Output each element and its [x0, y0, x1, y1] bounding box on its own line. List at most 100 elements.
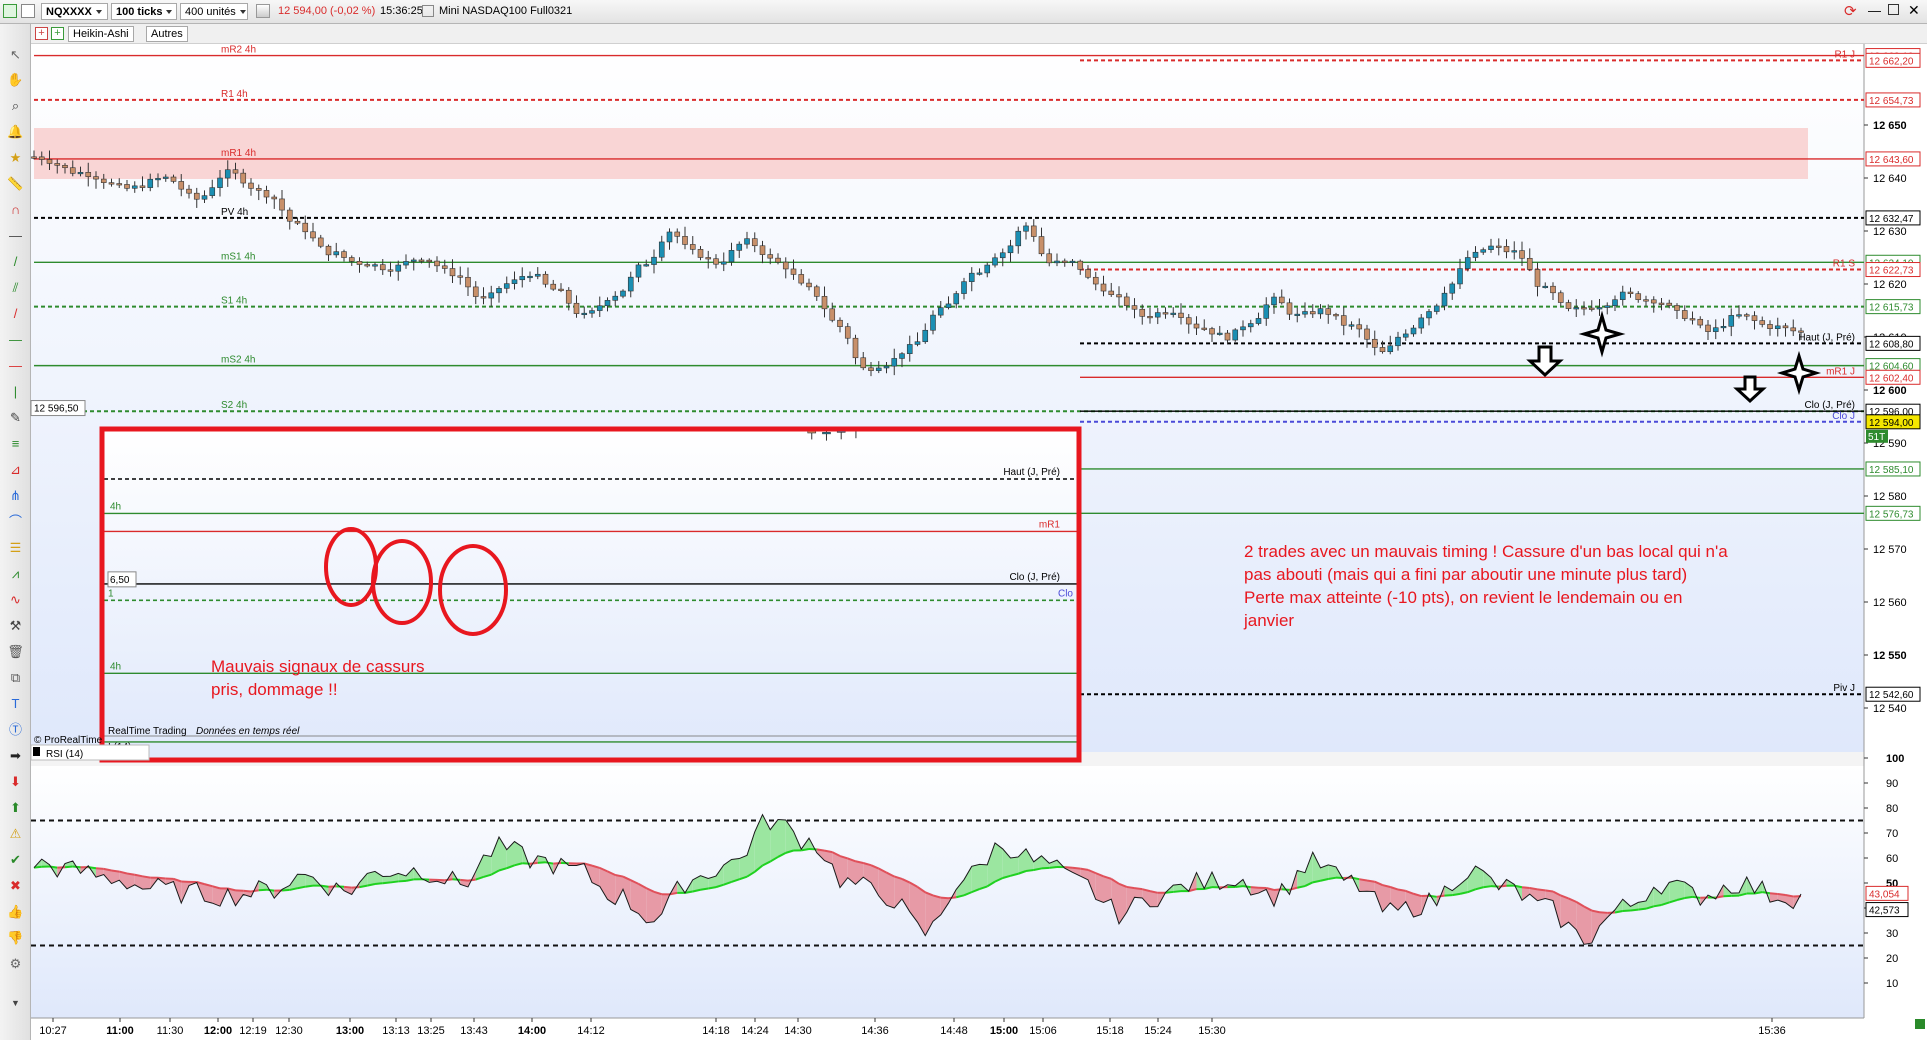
- rsi-fill: [747, 831, 755, 877]
- text-box-icon[interactable]: Ⓣ: [8, 722, 22, 737]
- rsi-signal-line: [924, 891, 934, 897]
- heikin-ashi-button[interactable]: Heikin-Ashi: [68, 26, 134, 42]
- price-tag: [1865, 299, 1921, 315]
- check-icon[interactable]: ✔: [10, 852, 21, 867]
- add-indicator-icon[interactable]: +: [51, 27, 64, 40]
- fibo-levels-icon[interactable]: ☰: [9, 540, 22, 555]
- rsi-fill: [1545, 890, 1553, 901]
- pitchfork-icon[interactable]: ⋔: [10, 488, 21, 503]
- vertical-line-icon[interactable]: |: [13, 384, 18, 399]
- maximize-icon[interactable]: [1888, 4, 1899, 15]
- trash-icon[interactable]: 🗑: [7, 644, 24, 659]
- ticks-select[interactable]: 100 ticks: [111, 3, 177, 20]
- bad-signal-circles: [324, 527, 508, 636]
- green-trendline-icon[interactable]: /: [13, 254, 18, 269]
- wave-icon[interactable]: ∿: [10, 592, 21, 607]
- price-axis-bg: [1864, 44, 1927, 1040]
- instrument-select[interactable]: NQXXXX: [41, 3, 108, 20]
- autres-button[interactable]: Autres: [146, 26, 188, 42]
- ruler-icon[interactable]: 📏: [7, 176, 24, 191]
- drawing-toolbar: ↖ ✋ ⌕ 🔔 ★ 📏 ∩ — / ⫽ / — — | ✎ ≡ ⊿ ⋔ ⌒ ☰ …: [0, 24, 31, 1040]
- horizontal-line-icon[interactable]: —: [9, 228, 22, 243]
- rsi-signal-line: [95, 867, 104, 870]
- alert-bell-icon[interactable]: 🔔: [7, 124, 24, 139]
- rsi-fill: [1049, 860, 1057, 868]
- trend-tool-icon[interactable]: ★: [9, 150, 22, 165]
- support-line-icon[interactable]: —: [9, 358, 22, 373]
- magnet-icon[interactable]: ∩: [10, 202, 21, 217]
- rsi-fill: [886, 872, 895, 909]
- candle-body: [255, 188, 262, 191]
- collapse-toolbar-icon[interactable]: ▼: [11, 998, 20, 1008]
- level-label: Clo J: [1832, 411, 1855, 422]
- thumbs-down-icon[interactable]: 👎: [7, 930, 24, 945]
- warning-icon[interactable]: ⚠: [9, 826, 22, 841]
- rsi-signal-line: [250, 889, 259, 893]
- zoom-icon[interactable]: ⌕: [11, 98, 20, 113]
- cursor-icon[interactable]: ↖: [10, 47, 21, 62]
- rsi-signal-line: [1110, 878, 1120, 885]
- close-icon[interactable]: ✕: [1908, 2, 1920, 18]
- minimize-icon[interactable]: —: [1868, 3, 1881, 18]
- text-icon[interactable]: T: [11, 696, 20, 711]
- rsi-signal-line: [343, 885, 352, 889]
- candle-body: [434, 260, 440, 267]
- copy-icon[interactable]: ⧉: [10, 670, 21, 685]
- candle-body: [1294, 313, 1301, 316]
- red-trendline-icon[interactable]: /: [13, 306, 18, 321]
- rsi-signal-line: [738, 875, 748, 881]
- candle-body: [457, 275, 464, 278]
- arrow-right-icon[interactable]: ➡: [10, 748, 21, 763]
- tools-icon[interactable]: ⚒: [9, 618, 22, 633]
- settings-icon[interactable]: ⚙: [9, 956, 22, 971]
- candle-body: [139, 185, 146, 188]
- fibonacci-icon[interactable]: ≡: [11, 436, 20, 451]
- thumbs-up-icon[interactable]: 👍: [7, 904, 24, 919]
- link-icon[interactable]: [21, 4, 35, 18]
- candle-body: [1472, 251, 1479, 258]
- rsi-signal-line: [1661, 901, 1670, 906]
- arc-icon[interactable]: ⌒: [8, 514, 22, 529]
- candle-body: [1557, 292, 1564, 303]
- rsi-signal-line: [297, 885, 306, 890]
- candle-body: [1519, 250, 1525, 259]
- channel-icon[interactable]: ⫽: [12, 280, 19, 295]
- price-tag-text: 12 542,60: [1869, 690, 1914, 701]
- price-tag: [1865, 414, 1921, 430]
- cross-icon[interactable]: ✖: [10, 878, 21, 893]
- rsi-signal-line: [839, 855, 849, 860]
- candle-body: [852, 337, 859, 359]
- remove-indicator-icon[interactable]: +: [35, 27, 48, 40]
- chart-type-icon[interactable]: [256, 4, 270, 18]
- rsi-signal-line: [1103, 875, 1112, 880]
- rsi-signal-line: [359, 884, 368, 889]
- sync-checkbox-icon[interactable]: [3, 4, 17, 18]
- candle-body: [751, 238, 758, 247]
- pencil-icon[interactable]: ✎: [10, 410, 21, 425]
- rsi-signal-line: [769, 856, 779, 863]
- zoom-inset: Haut (J, Pré) mR1 Clo (J, Pré) 4h 4h 1 Clo 6,50…: [99, 426, 1082, 763]
- fan-icon[interactable]: ⊿: [10, 462, 21, 477]
- price-tag: [1865, 686, 1921, 702]
- arrow-up-icon[interactable]: ⬆: [10, 800, 21, 815]
- price-tag-text: 12 585,10: [1869, 465, 1914, 476]
- rsi-signal-line: [266, 888, 275, 892]
- rsi-signal-line: [801, 848, 810, 852]
- zigzag-icon[interactable]: ⩘: [11, 566, 20, 581]
- arrow-down-icon[interactable]: ⬇: [10, 774, 21, 789]
- units-select[interactable]: 400 unités: [180, 3, 248, 20]
- candle-body: [596, 305, 603, 311]
- refresh-icon[interactable]: ⟳: [1844, 3, 1857, 20]
- candle-body: [1581, 307, 1587, 310]
- rsi-fill: [615, 874, 623, 905]
- horizontal-ray-icon[interactable]: —: [9, 332, 22, 347]
- rsi-fill: [832, 852, 840, 888]
- rsi-fill: [1080, 868, 1088, 880]
- hand-icon[interactable]: ✋: [7, 72, 24, 87]
- rsi-signal-line: [1769, 892, 1778, 895]
- scroll-end-icon[interactable]: [1915, 1019, 1925, 1029]
- rsi-fill: [382, 876, 391, 884]
- info-checkbox-icon[interactable]: [422, 5, 434, 17]
- candle-body: [333, 251, 340, 256]
